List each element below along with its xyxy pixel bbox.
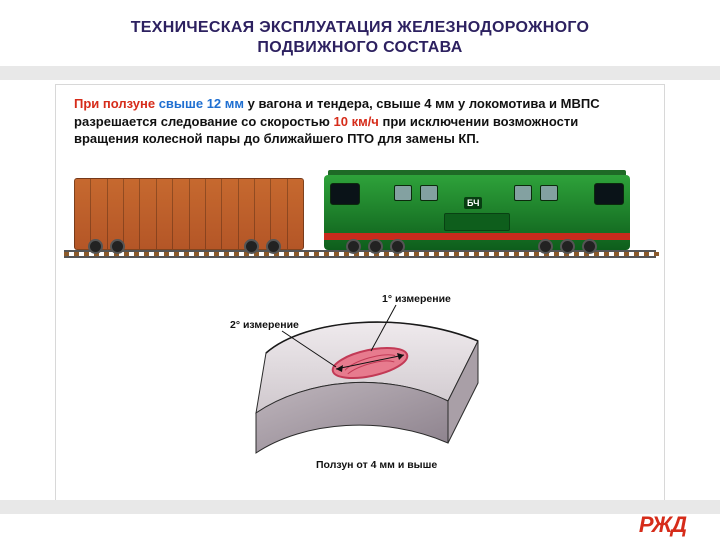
rule-segment: При ползуне (74, 96, 159, 111)
trains-illustration: БЧ (56, 154, 664, 264)
caption-flat-spot: Ползун от 4 мм и выше (316, 459, 437, 471)
cab-window-left (330, 183, 360, 205)
cab-window-right (594, 183, 624, 205)
rzd-logo: РЖД (639, 512, 686, 538)
title-band: ТЕХНИЧЕСКАЯ ЭКСПЛУАТАЦИЯ ЖЕЛЕЗНОДОРОЖНОГ… (0, 0, 720, 66)
loco-bogie-left (346, 236, 416, 254)
rule-segment: 10 км/ч (334, 114, 383, 129)
side-window (394, 185, 412, 201)
label-measure-1: 1° измерение (382, 293, 451, 305)
slide: ТЕХНИЧЕСКАЯ ЭКСПЛУАТАЦИЯ ЖЕЛЕЗНОДОРОЖНОГ… (0, 0, 720, 540)
content-panel: При ползуне свыше 12 мм у вагона и тенде… (55, 84, 665, 504)
side-window (420, 185, 438, 201)
side-window (514, 185, 532, 201)
wagon-bogie-left (88, 236, 134, 254)
page-title: ТЕХНИЧЕСКАЯ ЭКСПЛУАТАЦИЯ ЖЕЛЕЗНОДОРОЖНОГ… (70, 18, 650, 58)
label-measure-2: 2° измерение (230, 319, 299, 331)
loco-side-label: БЧ (464, 197, 482, 209)
wheel-flat-diagram: 1° измерение 2° измерение Ползун от 4 мм… (196, 283, 546, 481)
rule-text: При ползуне свыше 12 мм у вагона и тенде… (56, 85, 664, 154)
bottom-divider-strip (0, 500, 720, 514)
loco-roof (328, 170, 626, 175)
rule-segment: свыше 12 мм (159, 96, 248, 111)
wagon-bogie-right (244, 236, 290, 254)
side-window (540, 185, 558, 201)
rail-section-svg (196, 283, 546, 481)
locomotive: БЧ (324, 175, 630, 250)
rail-bottom (64, 256, 656, 258)
freight-wagon (74, 178, 304, 250)
loco-bogie-right (538, 236, 608, 254)
top-divider-strip (0, 66, 720, 80)
loco-panel-dark (444, 213, 510, 231)
